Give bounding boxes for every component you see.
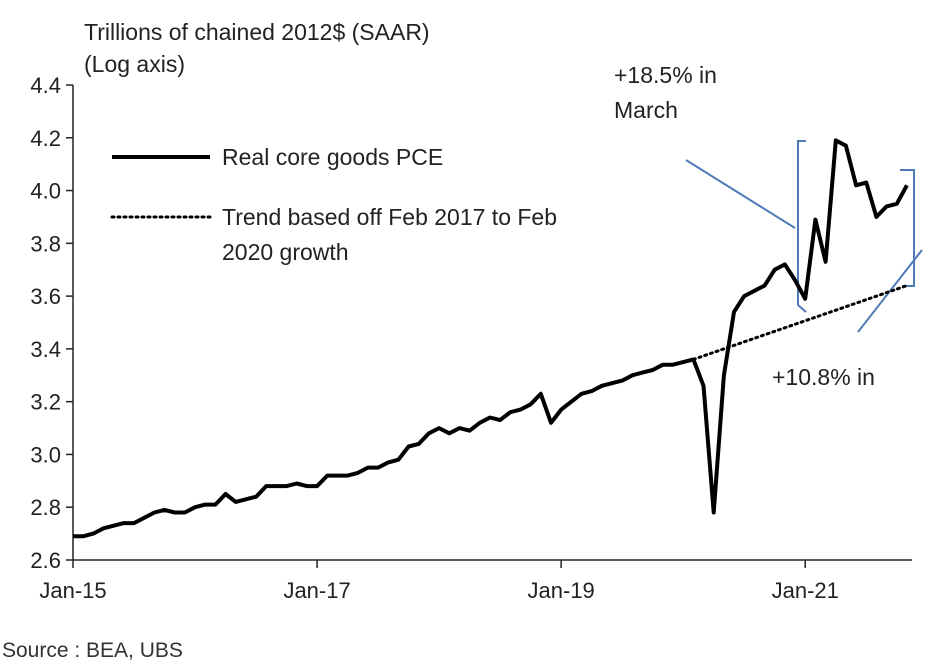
trend-series-line — [691, 284, 909, 361]
y-axis-title-line-1: Trillions of chained 2012$ (SAAR) — [84, 19, 430, 45]
march-annotation-leader — [685, 159, 796, 229]
y-tick-label: 3.0 — [30, 442, 61, 467]
march-increase-bracket — [797, 140, 807, 313]
y-tick-label: 2.6 — [30, 548, 61, 573]
y-tick-label: 4.0 — [30, 179, 61, 204]
trend-annotation-leader — [857, 249, 923, 333]
x-tick-label: Jan-19 — [528, 578, 595, 603]
annotation-march-line-2: March — [614, 97, 678, 123]
y-ticks: 4.4 4.2 4.0 3.8 3.6 3.4 3.2 3.0 2.8 2.6 — [30, 73, 73, 573]
legend-label-trend-line-1: Trend based off Feb 2017 to Feb — [222, 204, 557, 230]
annotation-march-line-1: +18.5% in — [614, 62, 717, 88]
y-tick-label: 3.4 — [30, 337, 61, 362]
source-note: Source : BEA, UBS — [2, 639, 183, 662]
legend-label-trend-line-2: 2020 growth — [222, 239, 349, 265]
y-tick-label: 4.2 — [30, 126, 61, 151]
y-tick-label: 3.6 — [30, 284, 61, 309]
real-core-goods-pce-line — [73, 138, 909, 539]
y-tick-label: 2.8 — [30, 495, 61, 520]
annotation-trend-gap: +10.8% in — [772, 364, 875, 390]
y-tick-label: 3.8 — [30, 231, 61, 256]
x-tick-label: Jan-21 — [772, 578, 839, 603]
x-tick-label: Jan-17 — [283, 578, 350, 603]
legend-label-real-core-goods: Real core goods PCE — [222, 144, 443, 170]
x-tick-label: Jan-15 — [39, 578, 106, 603]
y-tick-label: 3.2 — [30, 390, 61, 415]
x-ticks: Jan-15 Jan-17 Jan-19 Jan-21 — [39, 560, 839, 603]
y-tick-label: 4.4 — [30, 73, 61, 98]
y-axis-title-line-2: (Log axis) — [84, 51, 185, 77]
trend-gap-bracket — [900, 169, 915, 287]
